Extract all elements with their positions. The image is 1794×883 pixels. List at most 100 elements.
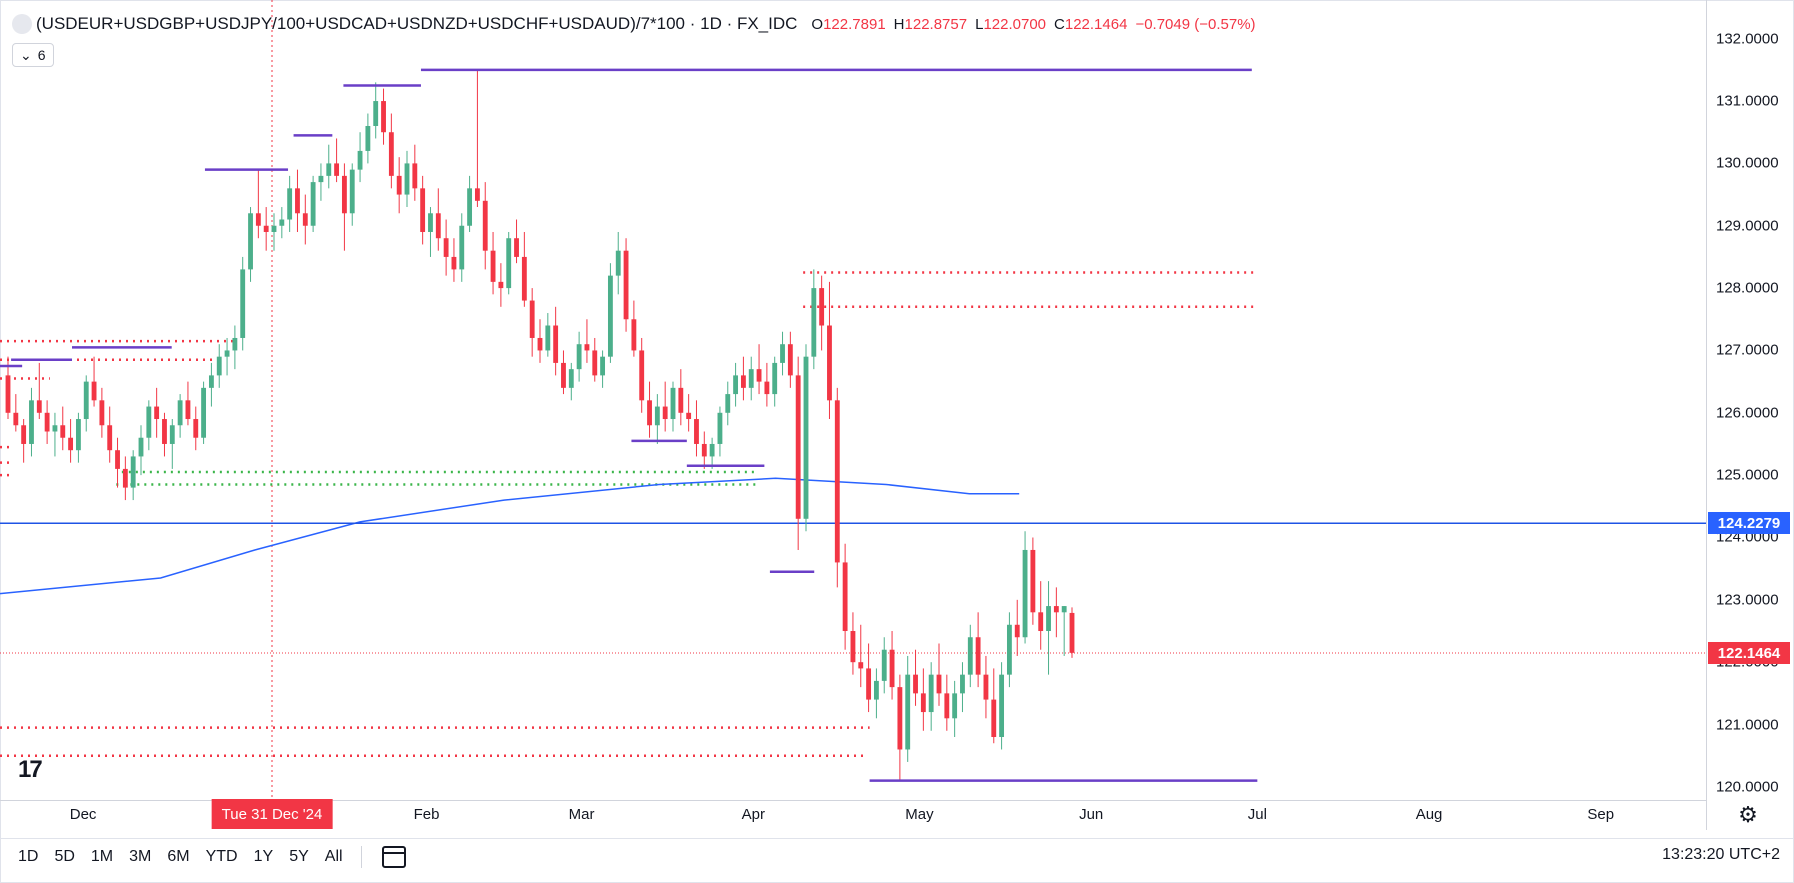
candle-116 (913, 649, 918, 706)
ohlc-close: C122.1464 (1054, 16, 1127, 33)
candle-24 (193, 406, 199, 451)
candle-body-112 (881, 649, 887, 681)
candle-body-98 (772, 362, 778, 395)
candle-body-53 (420, 188, 426, 232)
candle-58 (459, 213, 465, 282)
toolbar-divider (360, 845, 362, 868)
candle-body-3 (29, 400, 34, 444)
candle-body-91 (717, 412, 723, 444)
candle-body-101 (795, 375, 801, 519)
candle-30 (240, 256, 246, 351)
candle-body-8 (68, 437, 74, 451)
candle-25 (201, 381, 207, 444)
candle-19 (154, 387, 160, 438)
candle-84 (662, 381, 668, 432)
range-button-5d[interactable]: 5D (54, 847, 75, 865)
candle-43 (341, 163, 347, 251)
candle-48 (381, 88, 386, 145)
candle-body-10 (83, 381, 89, 420)
candle-93 (733, 362, 739, 407)
price-tick-label: 132.0000 (1716, 30, 1779, 48)
moving-average-line (0, 477, 1020, 595)
candle-body-59 (467, 188, 473, 226)
gear-icon[interactable]: ⚙ (1738, 802, 1758, 827)
candle-body-77 (607, 275, 613, 357)
candle-40 (318, 163, 324, 201)
candle-body-12 (99, 400, 105, 426)
candle-body-61 (482, 200, 488, 251)
calendar-icon[interactable] (381, 845, 406, 868)
candle-body-65 (514, 238, 519, 257)
candle-64 (506, 231, 512, 295)
candle-body-130 (1022, 549, 1028, 638)
candle-118 (928, 662, 934, 731)
candle-body-88 (694, 419, 699, 444)
candle-body-104 (819, 288, 825, 326)
candle-31 (248, 207, 253, 282)
crosshair-date-label: Tue 31 Dec '24 (211, 799, 333, 829)
candle-body-132 (1038, 612, 1044, 632)
candle-body-97 (764, 381, 770, 395)
price-scale[interactable] (1706, 0, 1794, 830)
candle-68 (537, 319, 543, 363)
range-button-5y[interactable]: 5Y (289, 847, 309, 865)
range-button-1d[interactable]: 1D (18, 847, 39, 865)
range-button-1y[interactable]: 1Y (253, 847, 274, 865)
candle-110 (866, 643, 872, 713)
candle-body-120 (944, 693, 950, 719)
candle-body-92 (725, 394, 731, 413)
candle-59 (467, 175, 473, 232)
candle-114 (897, 674, 903, 781)
candle-body-18 (146, 406, 152, 438)
candle-103 (811, 269, 817, 370)
candle-124 (975, 612, 981, 688)
range-button-3m[interactable]: 3M (129, 847, 152, 865)
candle-body-44 (349, 169, 355, 214)
candle-body-0 (5, 375, 11, 413)
candle-61 (482, 182, 488, 270)
candle-106 (834, 387, 840, 588)
candle-body-26 (208, 375, 214, 388)
candle-5 (44, 400, 50, 444)
candle-body-81 (639, 350, 645, 401)
chevron-down-icon: ⌄ (20, 46, 32, 63)
candle-85 (670, 381, 676, 432)
candle-100 (787, 331, 793, 388)
candle-body-122 (960, 674, 965, 694)
candle-33 (263, 207, 269, 251)
candle-94 (740, 356, 746, 401)
range-button-1m[interactable]: 1M (90, 847, 114, 865)
candle-131 (1030, 537, 1036, 625)
candle-body-83 (654, 406, 660, 426)
candle-44 (349, 163, 355, 226)
date-tick-label: Aug (1415, 806, 1443, 823)
candle-78 (615, 231, 621, 295)
candle-body-62 (490, 250, 496, 282)
candle-body-38 (302, 213, 308, 226)
range-button-all[interactable]: All (324, 847, 343, 865)
candle-39 (310, 175, 316, 232)
time-axis[interactable] (0, 800, 1706, 830)
clock[interactable]: 13:23:20 UTC+2 (1662, 846, 1780, 863)
candle-108 (850, 612, 856, 675)
candle-97 (764, 362, 770, 407)
range-button-6m[interactable]: 6M (167, 847, 190, 865)
date-tick-label: Jun (1079, 806, 1104, 823)
symbol-title[interactable]: (USDEUR+USDGBP+USDJPY/100+USDCAD+USDNZD+… (36, 14, 798, 33)
price-tick-label: 120.0000 (1716, 778, 1779, 796)
range-button-ytd[interactable]: YTD (205, 847, 238, 865)
candle-body-95 (748, 369, 754, 388)
candle-body-17 (138, 437, 144, 457)
candle-body-126 (991, 699, 997, 738)
candle-123 (967, 624, 973, 688)
ohlc-close-key: C (1054, 15, 1065, 33)
candle-89 (701, 431, 707, 469)
candle-115 (905, 655, 911, 762)
candle-82 (647, 381, 652, 438)
candle-8 (68, 419, 74, 463)
indicators-toggle[interactable]: ⌄ 6 (12, 43, 54, 67)
date-tick-label: May (905, 806, 934, 823)
tradingview-logo[interactable]: 17 (18, 756, 43, 783)
price-tick-label: 121.0000 (1716, 716, 1779, 734)
